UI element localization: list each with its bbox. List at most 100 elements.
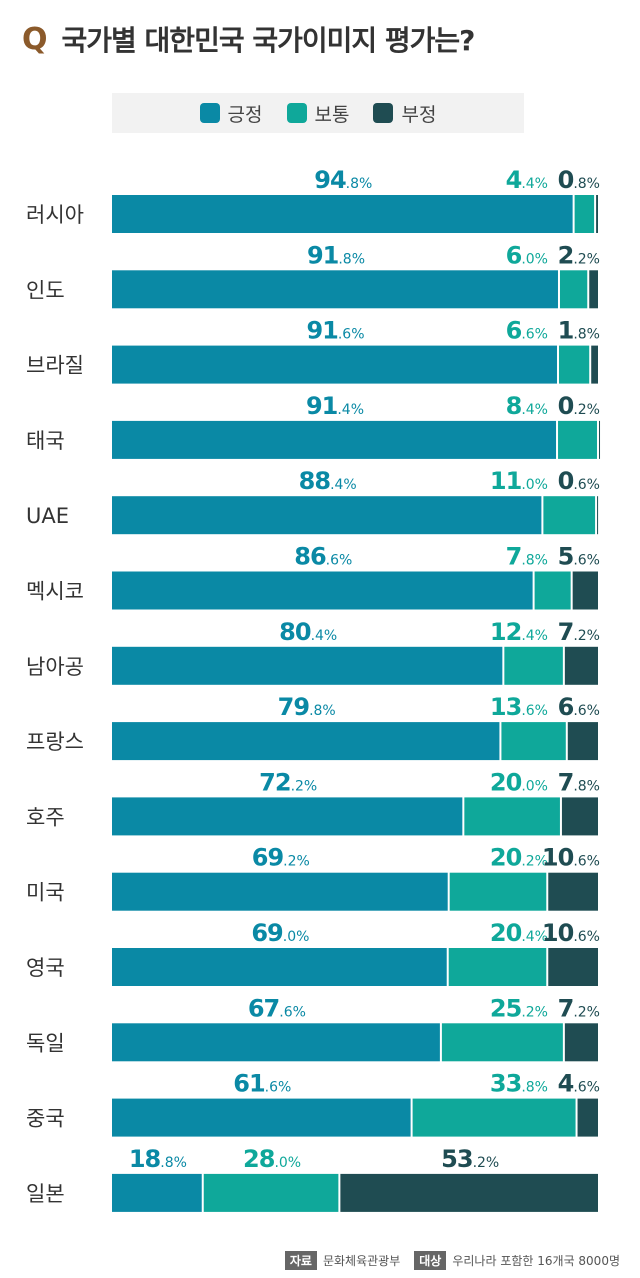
bar-negative	[589, 270, 598, 309]
value-label-negative: 0.6%	[558, 467, 600, 495]
value-label-negative: 4.6%	[558, 1070, 600, 1098]
bar-positive	[112, 195, 573, 233]
category-label: 인도	[26, 278, 65, 302]
bar-negative	[596, 195, 598, 233]
bar-negative	[564, 1023, 598, 1062]
source-text: 문화체육관광부	[322, 1253, 401, 1268]
value-label-neutral: 7.8%	[506, 543, 548, 571]
source-tag: 자료	[284, 1250, 317, 1270]
legend: 긍정 보통 부정	[112, 93, 524, 133]
bar-neutral	[448, 948, 547, 986]
bar-negative	[567, 722, 598, 761]
chart-title: Q 국가별 대한민국 국가이미지 평가는?	[22, 14, 476, 64]
value-label-negative: 10.6%	[542, 844, 600, 872]
bar-positive	[112, 270, 558, 309]
value-label-negative: 1.8%	[558, 317, 600, 345]
bar-neutral	[559, 270, 588, 309]
bar-neutral	[464, 797, 560, 836]
category-label: 영국	[26, 956, 65, 980]
bar-positive	[112, 797, 463, 836]
category-label: 멕시코	[26, 580, 84, 604]
value-label-neutral: 28.0%	[243, 1145, 301, 1173]
value-label-positive: 91.8%	[307, 241, 365, 269]
bar-negative	[572, 571, 598, 610]
value-label-neutral: 25.2%	[490, 994, 548, 1022]
value-label-negative: 0.2%	[558, 392, 600, 420]
category-label: 남아공	[26, 655, 84, 679]
value-label-negative: 10.6%	[542, 919, 600, 947]
category-label: 미국	[26, 881, 65, 905]
category-label: 러시아	[26, 203, 84, 227]
bar-neutral	[574, 195, 595, 233]
value-label-negative: 2.2%	[558, 241, 600, 269]
bar-positive	[112, 646, 503, 685]
value-label-positive: 88.4%	[299, 467, 357, 495]
bar-positive	[112, 1173, 202, 1212]
value-label-positive: 80.4%	[279, 618, 337, 646]
legend-label-positive: 긍정	[227, 103, 263, 126]
target-tag: 대상	[414, 1250, 447, 1270]
question-mark: Q	[22, 21, 48, 57]
legend-label-neutral: 보통	[314, 103, 350, 126]
bar-negative	[597, 496, 599, 535]
value-label-positive: 86.6%	[294, 543, 352, 571]
title-text: 국가별 대한민국 국가이미지 평가는?	[61, 24, 476, 57]
category-label: 브라질	[26, 354, 84, 378]
footer: 자료 문화체육관광부 대상 우리나라 포함한 16개국 8000명	[284, 1250, 628, 1270]
value-label-negative: 7.2%	[558, 994, 600, 1022]
bar-negative	[340, 1173, 598, 1212]
value-label-negative: 53.2%	[441, 1145, 499, 1173]
value-label-positive: 72.2%	[259, 768, 317, 796]
value-label-neutral: 8.4%	[506, 392, 548, 420]
value-label-neutral: 4.4%	[506, 166, 548, 194]
bar-neutral	[203, 1173, 339, 1212]
value-label-negative: 7.8%	[558, 768, 600, 796]
bar-negative	[564, 646, 598, 685]
legend-item-negative: 부정	[373, 100, 436, 127]
bar-positive	[112, 345, 558, 384]
bar-negative	[548, 948, 598, 986]
value-label-negative: 5.6%	[558, 543, 600, 571]
bar-positive	[112, 420, 557, 459]
legend-label-negative: 부정	[401, 103, 437, 126]
value-label-neutral: 20.2%	[490, 844, 548, 872]
legend-swatch-positive	[199, 103, 220, 123]
value-label-negative: 0.8%	[558, 166, 600, 194]
value-label-neutral: 12.4%	[490, 618, 548, 646]
legend-item-positive: 긍정	[199, 100, 263, 127]
value-label-neutral: 13.6%	[490, 693, 548, 721]
category-label: 중국	[26, 1107, 65, 1131]
bar-positive	[112, 872, 448, 911]
legend-swatch-neutral	[286, 103, 307, 123]
bar-negative	[599, 420, 601, 459]
value-label-positive: 79.8%	[278, 693, 336, 721]
target-text: 우리나라 포함한 16개국 8000명	[452, 1253, 620, 1268]
value-label-neutral: 6.6%	[506, 317, 548, 345]
value-label-positive: 61.6%	[233, 1070, 291, 1098]
value-label-neutral: 33.8%	[490, 1070, 548, 1098]
category-label: 독일	[26, 1031, 65, 1055]
category-label: 일본	[26, 1182, 65, 1206]
bar-neutral	[412, 1098, 576, 1137]
bar-negative	[591, 345, 598, 384]
bar-positive	[112, 948, 447, 986]
value-label-positive: 67.6%	[248, 994, 306, 1022]
category-label: UAE	[26, 504, 69, 528]
value-label-positive: 91.4%	[306, 392, 364, 420]
bar-positive	[112, 571, 533, 610]
bar-neutral	[534, 571, 571, 610]
bar-neutral	[449, 872, 547, 911]
bar-positive	[112, 1098, 411, 1137]
value-label-positive: 91.6%	[306, 317, 364, 345]
bar-neutral	[543, 496, 596, 535]
bar-positive	[112, 722, 500, 761]
value-label-neutral: 6.0%	[506, 241, 548, 269]
value-label-neutral: 11.0%	[490, 467, 548, 495]
bar-negative	[561, 797, 598, 836]
value-label-negative: 6.6%	[558, 693, 600, 721]
category-label: 태국	[26, 429, 65, 453]
value-label-positive: 94.8%	[314, 166, 372, 194]
bar-neutral	[441, 1023, 563, 1062]
value-label-neutral: 20.4%	[490, 919, 548, 947]
